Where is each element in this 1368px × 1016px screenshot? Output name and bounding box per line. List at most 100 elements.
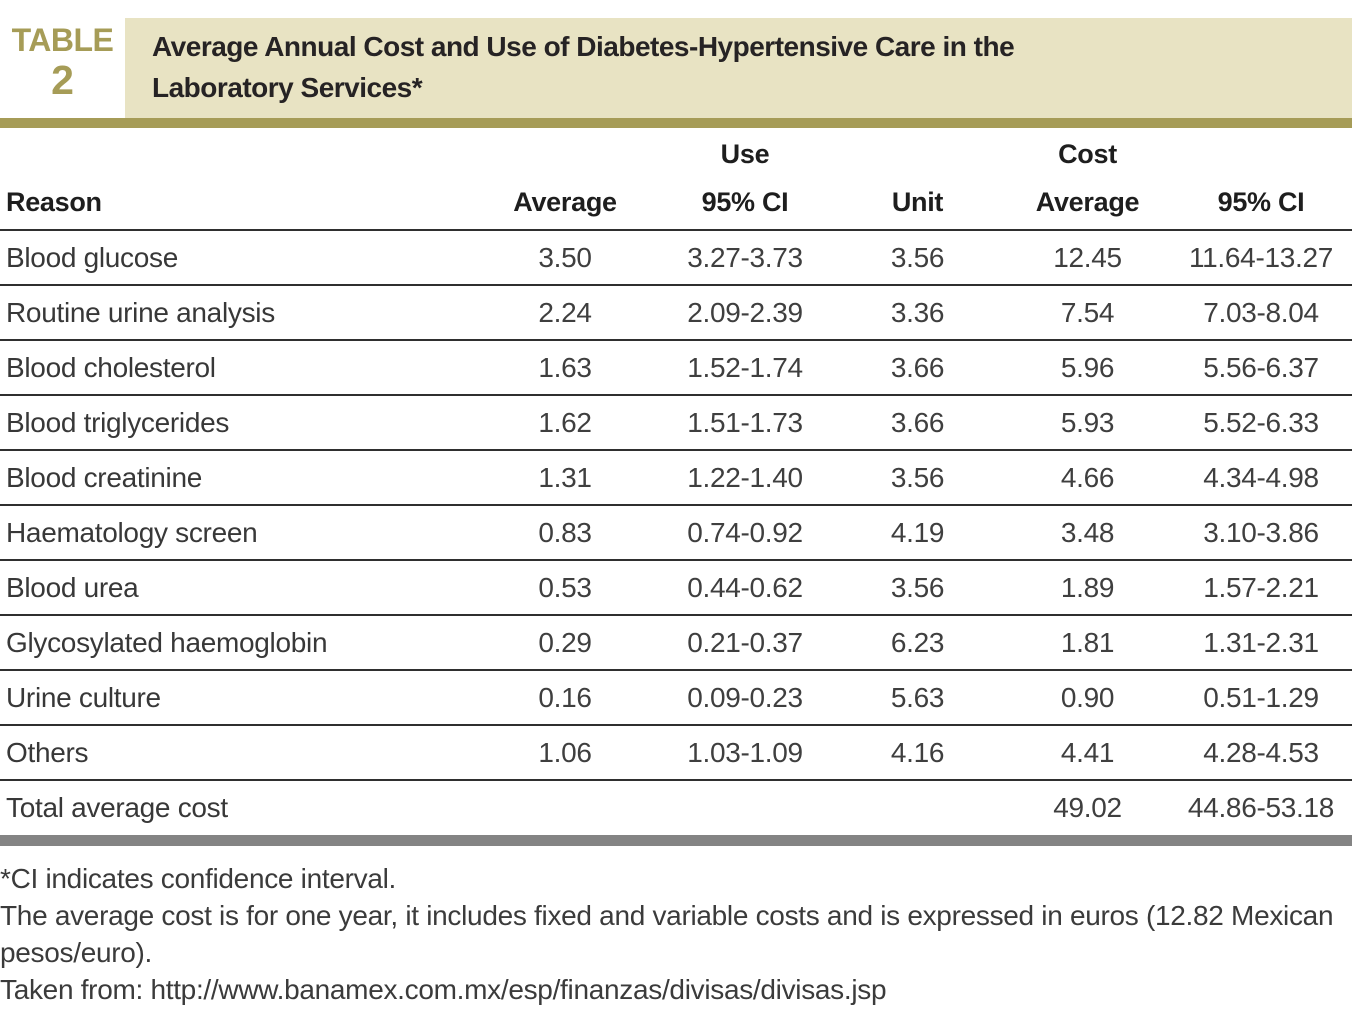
column-header-cost-average: Average bbox=[1005, 176, 1170, 231]
table-row: Haematology screen 0.83 0.74-0.92 4.19 3… bbox=[0, 505, 1352, 561]
cell-unit: 6.23 bbox=[830, 615, 1005, 671]
cell-use-average: 3.50 bbox=[470, 230, 660, 286]
cell-cost-ci: 11.64-13.27 bbox=[1170, 230, 1352, 286]
group-header-use: Use bbox=[720, 138, 770, 169]
figure-header: TABLE 2 Average Annual Cost and Use of D… bbox=[0, 0, 1352, 118]
table-row: Blood urea 0.53 0.44-0.62 3.56 1.89 1.57… bbox=[0, 560, 1352, 616]
cell-use-average: 0.16 bbox=[470, 670, 660, 726]
cell-reason: Blood cholesterol bbox=[0, 340, 470, 396]
table-title: Average Annual Cost and Use of Diabetes-… bbox=[152, 31, 1015, 103]
cell-unit: 4.16 bbox=[830, 725, 1005, 781]
cell-cost-average: 7.54 bbox=[1005, 285, 1170, 341]
data-table: Use Cost Reason Average 95% CI Unit Aver… bbox=[0, 132, 1352, 835]
footnote-cost-explanation: The average cost is for one year, it inc… bbox=[0, 900, 1334, 968]
table-row-total: Total average cost 49.02 44.86-53.18 bbox=[0, 780, 1352, 835]
cell-cost-ci: 1.31-2.31 bbox=[1170, 615, 1352, 671]
cell-cost-average: 12.45 bbox=[1005, 230, 1170, 286]
cell-use-ci: 0.44-0.62 bbox=[660, 560, 830, 616]
cell-cost-average: 1.89 bbox=[1005, 560, 1170, 616]
table-row: Blood cholesterol 1.63 1.52-1.74 3.66 5.… bbox=[0, 340, 1352, 396]
footnotes: *CI indicates confidence interval. The a… bbox=[0, 860, 1352, 1008]
cell-use-average: 1.31 bbox=[470, 450, 660, 506]
column-header-use-ci: 95% CI bbox=[660, 176, 830, 231]
group-header-cost: Cost bbox=[1058, 138, 1117, 169]
cell-reason: Blood glucose bbox=[0, 230, 470, 286]
cell-cost-ci: 3.10-3.86 bbox=[1170, 505, 1352, 561]
cell-cost-ci: 4.34-4.98 bbox=[1170, 450, 1352, 506]
column-header-reason: Reason bbox=[0, 176, 470, 231]
cell-cost-ci: 5.56-6.37 bbox=[1170, 340, 1352, 396]
column-header-cost-ci: 95% CI bbox=[1170, 176, 1352, 231]
cell-use-ci: 1.52-1.74 bbox=[660, 340, 830, 396]
cell-use-ci: 1.03-1.09 bbox=[660, 725, 830, 781]
cell-use-average: 2.24 bbox=[470, 285, 660, 341]
cell-cost-average: 5.96 bbox=[1005, 340, 1170, 396]
cell-use-ci: 1.22-1.40 bbox=[660, 450, 830, 506]
cell-unit: 5.63 bbox=[830, 670, 1005, 726]
table-row: Blood triglycerides 1.62 1.51-1.73 3.66 … bbox=[0, 395, 1352, 451]
cell-use-average: 1.06 bbox=[470, 725, 660, 781]
cell-unit: 4.19 bbox=[830, 505, 1005, 561]
cell-cost-ci: 1.57-2.21 bbox=[1170, 560, 1352, 616]
title-band: Average Annual Cost and Use of Diabetes-… bbox=[125, 18, 1352, 118]
cell-cost-average: 1.81 bbox=[1005, 615, 1170, 671]
cell-use-ci: 2.09-2.39 bbox=[660, 285, 830, 341]
cell-cost-average: 4.66 bbox=[1005, 450, 1170, 506]
cell-unit: 3.56 bbox=[830, 230, 1005, 286]
cell-reason: Blood creatinine bbox=[0, 450, 470, 506]
cell-cost-ci: 0.51-1.29 bbox=[1170, 670, 1352, 726]
table-row: Blood creatinine 1.31 1.22-1.40 3.56 4.6… bbox=[0, 450, 1352, 506]
cell-unit bbox=[830, 780, 1005, 835]
cell-use-ci: 0.09-0.23 bbox=[660, 670, 830, 726]
footnote-ci-definition: *CI indicates confidence interval. bbox=[0, 863, 397, 894]
table-badge: TABLE 2 bbox=[0, 0, 125, 118]
table-bottom-divider bbox=[0, 835, 1352, 846]
table-row: Glycosylated haemoglobin 0.29 0.21-0.37 … bbox=[0, 615, 1352, 671]
cell-use-ci: 3.27-3.73 bbox=[660, 230, 830, 286]
cell-use-ci: 0.74-0.92 bbox=[660, 505, 830, 561]
cell-reason: Blood urea bbox=[0, 560, 470, 616]
cell-cost-ci: 44.86-53.18 bbox=[1187, 792, 1335, 823]
cell-cost-average: 5.93 bbox=[1005, 395, 1170, 451]
cell-cost-average: 3.48 bbox=[1005, 505, 1170, 561]
table-row: Urine culture 0.16 0.09-0.23 5.63 0.90 0… bbox=[0, 670, 1352, 726]
cell-use-average: 0.29 bbox=[470, 615, 660, 671]
column-header-use-average: Average bbox=[470, 176, 660, 231]
header-divider-rule bbox=[0, 118, 1352, 128]
cell-cost-ci: 4.28-4.53 bbox=[1170, 725, 1352, 781]
cell-reason: Routine urine analysis bbox=[0, 285, 470, 341]
cell-reason: Urine culture bbox=[0, 670, 470, 726]
group-header-row: Use Cost bbox=[0, 132, 1352, 176]
cell-unit: 3.56 bbox=[830, 450, 1005, 506]
cell-use-ci bbox=[660, 780, 830, 835]
table-badge-word: TABLE bbox=[11, 22, 114, 58]
table-row: Others 1.06 1.03-1.09 4.16 4.41 4.28-4.5… bbox=[0, 725, 1352, 781]
cell-use-average: 0.53 bbox=[470, 560, 660, 616]
cell-reason: Others bbox=[0, 725, 470, 781]
group-header-spacer bbox=[830, 132, 1005, 176]
cell-unit: 3.66 bbox=[830, 395, 1005, 451]
cell-reason: Total average cost bbox=[6, 792, 228, 823]
cell-cost-average: 4.41 bbox=[1005, 725, 1170, 781]
cell-use-average bbox=[470, 780, 660, 835]
cell-use-ci: 1.51-1.73 bbox=[660, 395, 830, 451]
cell-use-average: 1.62 bbox=[470, 395, 660, 451]
cell-cost-ci: 7.03-8.04 bbox=[1170, 285, 1352, 341]
cell-cost-average: 49.02 bbox=[1053, 792, 1122, 823]
cell-use-average: 1.63 bbox=[470, 340, 660, 396]
group-header-spacer bbox=[0, 132, 660, 176]
table-row: Routine urine analysis 2.24 2.09-2.39 3.… bbox=[0, 285, 1352, 341]
cell-reason: Glycosylated haemoglobin bbox=[0, 615, 470, 671]
cell-unit: 3.66 bbox=[830, 340, 1005, 396]
cell-cost-average: 0.90 bbox=[1005, 670, 1170, 726]
cell-reason: Haematology screen bbox=[0, 505, 470, 561]
table-badge-number: 2 bbox=[51, 57, 74, 103]
table-row: Blood glucose 3.50 3.27-3.73 3.56 12.45 … bbox=[0, 230, 1352, 286]
cell-cost-ci: 5.52-6.33 bbox=[1170, 395, 1352, 451]
footnote-source-url: Taken from: http://www.banamex.com.mx/es… bbox=[0, 974, 887, 1005]
group-header-spacer bbox=[1170, 132, 1352, 176]
cell-use-average: 0.83 bbox=[470, 505, 660, 561]
cell-reason: Blood triglycerides bbox=[0, 395, 470, 451]
column-header-row: Reason Average 95% CI Unit Average 95% C… bbox=[0, 176, 1352, 231]
